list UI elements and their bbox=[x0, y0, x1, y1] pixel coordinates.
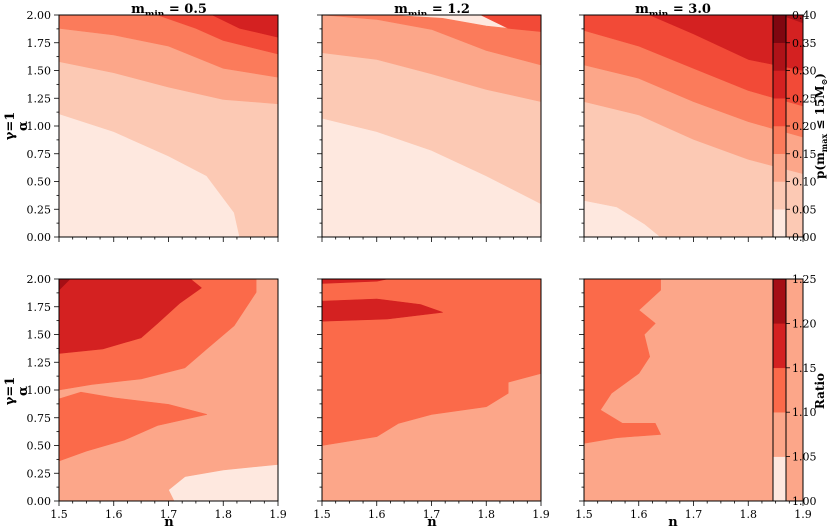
x-tick-label: 1.9 bbox=[269, 508, 287, 521]
y-tick-label: 1.25 bbox=[27, 92, 52, 105]
y-tick-label: 1.50 bbox=[27, 329, 52, 342]
x-tick-label: 1.5 bbox=[575, 508, 593, 521]
row-1-ylabel-gamma: γ=1 bbox=[3, 112, 18, 141]
x-tick-label: 1.6 bbox=[105, 508, 123, 521]
colorbar-swatch bbox=[772, 42, 787, 71]
colorbar-tick-label: 0.10 bbox=[792, 176, 817, 189]
y-tick-label: 0.00 bbox=[27, 495, 52, 508]
colorbar-tick-label: 1.20 bbox=[792, 317, 817, 330]
contour-region bbox=[780, 15, 803, 24]
contour-fills bbox=[59, 279, 278, 501]
x-tick-label: 1.7 bbox=[423, 508, 441, 521]
contour-region bbox=[322, 298, 443, 322]
colorbar-tick-label: 0.30 bbox=[792, 65, 817, 78]
contour-region bbox=[59, 279, 71, 291]
y-tick-label: 0.50 bbox=[27, 176, 52, 189]
contour-fills bbox=[59, 15, 278, 237]
contour-region bbox=[59, 391, 208, 462]
colorbar-swatch bbox=[772, 70, 787, 99]
colorbar-tick-label: 0.00 bbox=[792, 231, 817, 244]
colorbar-swatch bbox=[772, 278, 787, 324]
colorbar-tick-label: 0.40 bbox=[792, 9, 817, 22]
colorbar-tick-label: 1.00 bbox=[792, 495, 817, 508]
contour-panel-bottom-left: 1.5 1.6 1.7 1.8 1.9 0.00 0.25 0.50 0.75 1.00 1.25 1… bbox=[27, 273, 287, 521]
row-2-ylabel-alpha: α bbox=[16, 386, 31, 396]
colorbar-swatch bbox=[772, 456, 787, 502]
colorbar-tick-label: 0.25 bbox=[792, 92, 817, 105]
y-tick-label: 1.00 bbox=[27, 120, 52, 133]
y-tick-label: 1.50 bbox=[27, 65, 52, 78]
colorbar-probability-label: p(mmax ≤ 15M⊙) bbox=[813, 73, 829, 179]
x-tick-label: 1.7 bbox=[685, 508, 703, 521]
contour-panel-top-left: 0.00 0.25 0.50 0.75 1.00 1.25 1.50 1.75 2.00 bbox=[27, 9, 279, 244]
y-tick-label: 1.25 bbox=[27, 356, 52, 369]
colorbar-ratio: 1.00 1.05 1.10 1.15 1.20 1.25 bbox=[772, 273, 817, 508]
colorbar-tick-label: 1.05 bbox=[792, 451, 817, 464]
contour-region bbox=[322, 279, 388, 284]
x-tick-label: 1.8 bbox=[215, 508, 233, 521]
x-tick-label: 1.6 bbox=[630, 508, 648, 521]
y-tick-label: 1.75 bbox=[27, 301, 52, 314]
y-tick-label: 0.75 bbox=[27, 412, 52, 425]
colorbar-swatch bbox=[772, 181, 787, 210]
colorbar-frame bbox=[772, 278, 787, 502]
colorbar-swatch bbox=[772, 411, 787, 457]
y-tick-label: 2.00 bbox=[27, 273, 52, 286]
y-tick-label: 1.75 bbox=[27, 37, 52, 50]
x-tick-label: 1.5 bbox=[50, 508, 68, 521]
contour-panel-bottom-middle: 1.5 1.6 1.7 1.8 1.9 bbox=[313, 278, 550, 521]
contour-panel-bottom-right: 1.5 1.6 1.7 1.8 1.9 bbox=[575, 278, 812, 521]
y-tick-label: 0.75 bbox=[27, 148, 52, 161]
xlabel-col-1: n bbox=[164, 515, 174, 530]
contour-region bbox=[59, 15, 278, 78]
colorbar-tick-label: 0.05 bbox=[792, 203, 817, 216]
colorbar-tick-label: 0.35 bbox=[792, 37, 817, 50]
colorbar-tick-label: 1.25 bbox=[792, 273, 817, 286]
colorbar-swatch bbox=[772, 323, 787, 369]
colorbar-swatch bbox=[772, 153, 787, 182]
colorbar-tick-label: 1.15 bbox=[792, 362, 817, 375]
contour-fills bbox=[322, 15, 541, 237]
row-1-ylabel-alpha: α bbox=[16, 121, 31, 131]
colorbar-ratio-label: Ratio bbox=[813, 373, 827, 409]
contour-fills bbox=[322, 279, 541, 501]
contour-region bbox=[584, 15, 803, 107]
x-tick-label: 1.8 bbox=[740, 508, 758, 521]
x-tick-label: 1.6 bbox=[368, 508, 386, 521]
colorbar-swatch bbox=[772, 125, 787, 154]
xlabel-col-3: n bbox=[668, 515, 678, 530]
x-tick-label: 1.8 bbox=[478, 508, 496, 521]
contour-region bbox=[59, 279, 202, 354]
y-tick-label: 0.25 bbox=[27, 467, 52, 480]
x-tick-label: 1.7 bbox=[160, 508, 178, 521]
colorbar-probability: 0.00 0.05 0.10 0.15 0.20 0.25 0.30 0.35 0.40 bbox=[772, 9, 817, 244]
contour-region bbox=[584, 279, 661, 444]
colorbar-swatch bbox=[772, 98, 787, 127]
contour-region bbox=[480, 15, 541, 32]
contour-region bbox=[649, 15, 803, 71]
xlabel-col-2: n bbox=[427, 515, 437, 530]
x-tick-label: 1.5 bbox=[313, 508, 331, 521]
colorbar-swatch bbox=[772, 367, 787, 413]
row-2-ylabel-gamma: γ=1 bbox=[3, 377, 18, 406]
contour-panel-top-middle bbox=[317, 14, 542, 242]
colorbar-swatch bbox=[772, 209, 787, 238]
colorbar-swatch bbox=[772, 14, 787, 43]
x-tick-label: 1.9 bbox=[794, 508, 812, 521]
contour-fills bbox=[584, 279, 803, 501]
colorbar-tick-label: 1.10 bbox=[792, 406, 817, 419]
y-tick-label: 0.25 bbox=[27, 203, 52, 216]
colorbar-tick-label: 0.20 bbox=[792, 120, 817, 133]
y-tick-label: 1.00 bbox=[27, 384, 52, 397]
y-tick-label: 0.50 bbox=[27, 440, 52, 453]
y-tick-label: 2.00 bbox=[27, 9, 52, 22]
contour-fills bbox=[584, 15, 803, 237]
x-tick-label: 1.9 bbox=[532, 508, 550, 521]
contour-region bbox=[322, 279, 541, 446]
contour-panel-top-right bbox=[579, 14, 804, 242]
y-tick-label: 0.00 bbox=[27, 231, 52, 244]
contour-region bbox=[212, 15, 278, 38]
colorbar-tick-label: 0.15 bbox=[792, 148, 817, 161]
